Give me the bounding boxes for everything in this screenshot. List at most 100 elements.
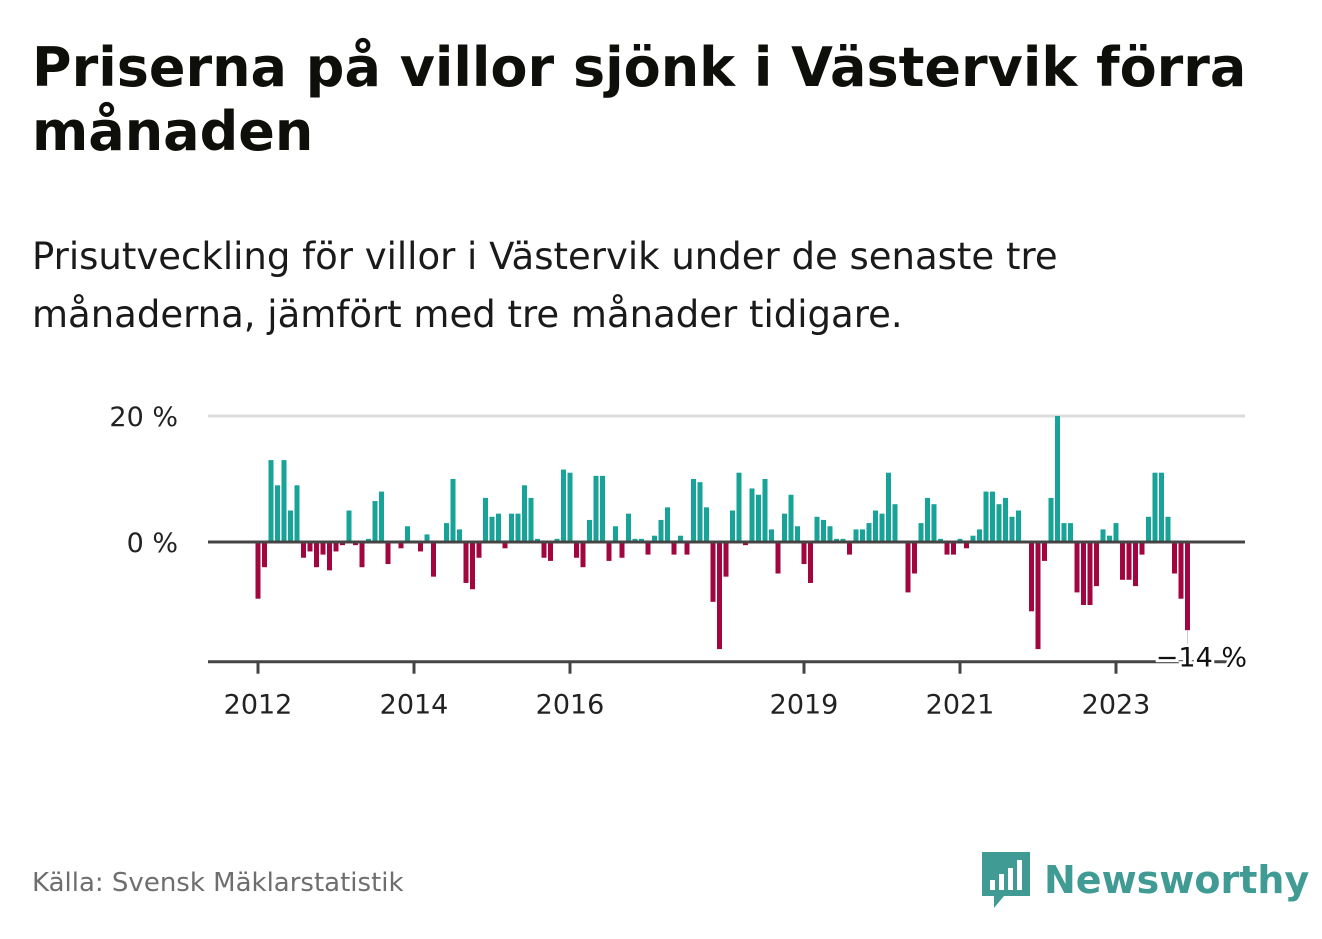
bar xyxy=(522,485,527,542)
bar xyxy=(736,472,742,542)
bar xyxy=(691,479,696,542)
bar xyxy=(756,494,761,542)
bar xyxy=(957,538,963,542)
bar xyxy=(892,504,898,542)
bar xyxy=(528,497,534,542)
bar xyxy=(268,460,274,542)
bar xyxy=(905,542,911,593)
bar xyxy=(873,510,878,542)
axis-labels: 20 % 0 % 2012 2014 2016 2019 2021 2023−14 % xyxy=(109,402,1250,721)
bar xyxy=(502,542,508,549)
bar xyxy=(925,497,930,542)
bar xyxy=(353,542,358,546)
bar xyxy=(1055,416,1060,542)
bar xyxy=(489,516,495,542)
bar xyxy=(632,538,638,542)
bar xyxy=(860,529,865,542)
bar xyxy=(593,475,599,542)
bar-series xyxy=(255,416,1190,650)
bar xyxy=(931,504,937,542)
bar xyxy=(1159,472,1164,542)
bar xyxy=(405,526,410,542)
bar xyxy=(1172,542,1177,574)
bar xyxy=(379,491,384,542)
bar xyxy=(1094,542,1099,587)
bar xyxy=(340,542,345,546)
bar xyxy=(827,526,833,542)
bar xyxy=(853,529,859,542)
bar xyxy=(762,479,768,542)
bar xyxy=(1100,529,1106,542)
bar xyxy=(457,529,462,542)
bar xyxy=(1165,516,1171,542)
bar xyxy=(262,542,267,568)
bar xyxy=(671,542,677,555)
bar xyxy=(821,519,826,542)
bar xyxy=(983,491,989,542)
bar xyxy=(704,507,709,542)
bar xyxy=(346,510,352,542)
bar xyxy=(665,507,670,542)
bar xyxy=(476,542,482,558)
bar xyxy=(639,538,644,542)
bar xyxy=(515,513,521,542)
axes xyxy=(208,540,1245,674)
bar xyxy=(977,529,982,542)
bar xyxy=(619,542,625,558)
bar xyxy=(470,542,475,590)
bar xyxy=(483,497,488,542)
bar xyxy=(769,529,774,542)
bar xyxy=(275,485,280,542)
bar xyxy=(359,542,365,568)
bar xyxy=(372,501,378,542)
bar xyxy=(1035,542,1041,650)
bar xyxy=(788,494,794,542)
bar xyxy=(1009,516,1015,542)
bar xyxy=(450,479,456,542)
x-tick-label: 2023 xyxy=(1082,690,1151,721)
bar xyxy=(1048,497,1054,542)
bar xyxy=(301,542,306,558)
bar xyxy=(730,510,735,542)
bar xyxy=(1107,535,1112,542)
bar xyxy=(554,538,560,542)
bar xyxy=(567,472,573,542)
x-tick-label: 2014 xyxy=(380,690,449,721)
bar xyxy=(847,542,852,555)
bar xyxy=(814,516,820,542)
bar xyxy=(1139,542,1145,555)
bar xyxy=(580,542,586,568)
bar xyxy=(970,535,976,542)
bar xyxy=(951,542,956,555)
bar xyxy=(866,523,872,542)
bar xyxy=(840,538,846,542)
bar xyxy=(385,542,391,565)
bar xyxy=(912,542,917,574)
bar xyxy=(723,542,729,577)
bar xyxy=(834,538,839,542)
bar xyxy=(281,460,287,542)
bar xyxy=(775,542,781,574)
bar xyxy=(327,542,332,571)
bar xyxy=(418,542,423,552)
bar xyxy=(710,542,716,602)
bar xyxy=(652,535,657,542)
bar xyxy=(749,488,755,542)
bar xyxy=(1178,542,1184,599)
bar xyxy=(1042,542,1047,561)
bar xyxy=(606,542,612,561)
bar xyxy=(996,504,1002,542)
bar xyxy=(1146,516,1151,542)
bar xyxy=(697,482,703,542)
bar xyxy=(1074,542,1080,593)
x-tick-label: 2012 xyxy=(224,690,293,721)
brand-logo[interactable]: Newsworthy xyxy=(980,850,1309,910)
bar xyxy=(561,469,566,542)
bar xyxy=(320,542,326,555)
bar xyxy=(574,542,579,558)
bar xyxy=(294,485,300,542)
y-tick-label: 0 % xyxy=(127,528,178,559)
bar xyxy=(600,475,605,542)
last-value-label: −14 % xyxy=(1156,643,1247,674)
bar xyxy=(1126,542,1132,580)
